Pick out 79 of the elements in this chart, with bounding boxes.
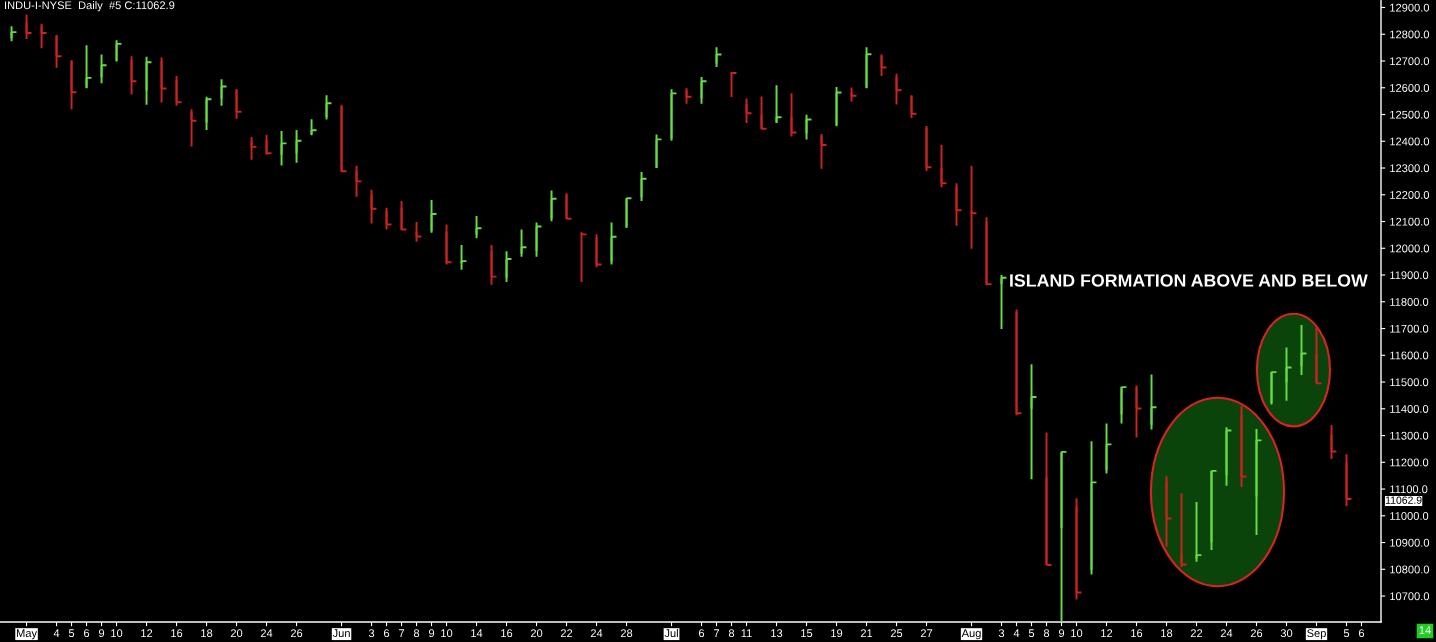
x-tick-label: 16 [1131, 629, 1143, 638]
y-tick-label: 11300.0 [1390, 431, 1429, 440]
x-tick-label: 10 [111, 629, 123, 638]
x-tick-label: 18 [1161, 629, 1173, 638]
x-tick-label: 19 [831, 629, 843, 638]
x-tick-label: May [16, 629, 38, 640]
x-tick-label: 9 [98, 629, 105, 638]
x-tick-label: Sep [1307, 629, 1326, 640]
y-tick-label: 10800.0 [1390, 565, 1430, 574]
x-tick-label: 5 [68, 629, 75, 638]
x-tick-label: 11 [741, 629, 752, 637]
x-tick-label: 21 [860, 629, 873, 637]
x-tick-label: 24 [590, 629, 603, 637]
x-tick-label: 16 [501, 629, 513, 638]
x-tick-label: 15 [801, 629, 813, 638]
x-tick-label: 12 [1101, 629, 1113, 637]
y-tick-label: 11900.0 [1390, 271, 1429, 280]
x-tick-label: 20 [530, 629, 543, 638]
x-tick-label: Jul [664, 628, 678, 638]
x-tick-label: 18 [201, 629, 213, 638]
y-tick-label: 12100.0 [1390, 217, 1430, 226]
x-tick-label: 10 [441, 629, 453, 638]
y-tick-label: 11200.0 [1390, 458, 1429, 467]
y-tick-label: 12600.0 [1390, 84, 1430, 92]
y-tick-label: 11000.0 [1390, 512, 1429, 520]
x-tick-label: Jun [332, 629, 350, 638]
annotation: ISLAND FORMATION ABOVE AND BELOW [1010, 274, 1368, 287]
x-tick-label: 26 [1250, 629, 1263, 638]
x-tick-label: 12 [141, 629, 153, 637]
y-tick-label: 11100.0 [1390, 485, 1428, 494]
x-tick-label: 16 [171, 629, 183, 638]
y-tick-label: 11400.0 [1390, 405, 1429, 413]
x-tick-label: 20 [230, 629, 243, 638]
x-tick-label: 4 [1013, 629, 1020, 637]
x-tick-label: 22 [560, 629, 573, 637]
y-tick-label: 12200.0 [1390, 191, 1430, 199]
y-tick-label: 12500.0 [1390, 110, 1430, 119]
x-tick-label: 9 [1058, 629, 1065, 638]
x-tick-label: 26 [290, 629, 303, 638]
x-tick-label: 10 [1071, 629, 1083, 638]
x-tick-label: 3 [368, 629, 375, 638]
y-tick-label: 10900.0 [1390, 538, 1430, 547]
x-tick-label: 8 [728, 629, 735, 638]
y-tick-label: 11800.0 [1390, 298, 1429, 306]
x-tick-label: 6 [1358, 629, 1365, 638]
x-tick-label: 3 [998, 629, 1005, 638]
y-tick-label: 12400.0 [1390, 137, 1430, 146]
chart-title: INDU-I-NYSE Daily #5 C:11062.9 [5, 1, 175, 12]
x-tick-label: 4 [53, 629, 60, 637]
y-tick-label: 12700.0 [1390, 57, 1430, 66]
x-tick-label: 30 [1280, 629, 1293, 638]
y-tick-label: 12900.0 [1390, 3, 1430, 12]
x-tick-label: 9 [428, 629, 435, 638]
x-tick-label: 7 [714, 629, 720, 637]
x-tick-label: 25 [890, 629, 903, 638]
x-tick-label: 6 [699, 629, 705, 638]
x-tick-label: 8 [413, 629, 420, 638]
x-tick-label: 27 [920, 629, 933, 637]
y-tick-label: 12000.0 [1390, 244, 1430, 253]
x-tick-label: 22 [1190, 629, 1203, 637]
x-tick-label: Aug [961, 629, 981, 640]
x-tick-label: 8 [1043, 629, 1050, 638]
y-tick-label: 11500.0 [1390, 378, 1429, 387]
x-tick-label: 24 [1220, 629, 1233, 637]
y-tick-label: 12800.0 [1390, 30, 1430, 39]
text: 11062.9 [1385, 496, 1422, 504]
x-tick-label: 5 [1028, 629, 1035, 638]
y-tick-label: 11600.0 [1390, 351, 1429, 360]
y-tick-label: 12300.0 [1390, 164, 1430, 173]
x-tick-label: 5 [1343, 629, 1350, 638]
x-tick-label: 6 [84, 629, 90, 638]
x-tick-label: 14 [471, 629, 483, 637]
y-tick-label: 11700.0 [1390, 324, 1429, 333]
y-tick-label: 10700.0 [1390, 592, 1430, 601]
x-tick-label: 13 [771, 629, 783, 638]
x-tick-label: 24 [260, 629, 273, 637]
x-tick-label: 7 [399, 629, 405, 637]
x-tick-label: 28 [620, 629, 633, 638]
x-tick-label: 6 [384, 629, 390, 638]
